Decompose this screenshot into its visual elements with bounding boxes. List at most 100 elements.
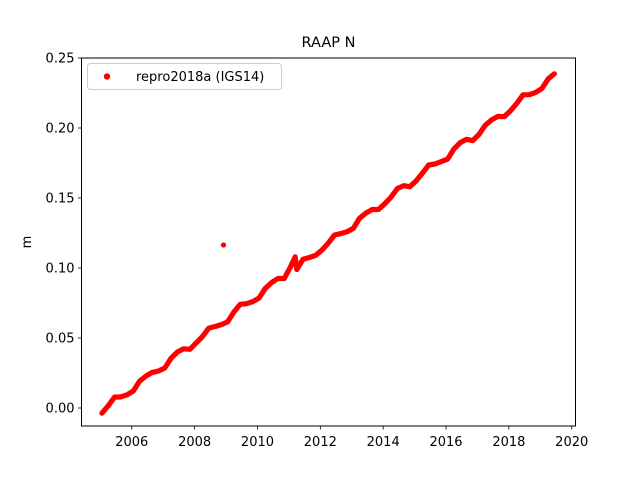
data-point <box>508 108 513 114</box>
data-point <box>539 86 545 91</box>
data-point <box>338 231 344 236</box>
data-point <box>156 368 161 374</box>
data-point <box>219 322 224 327</box>
data-point <box>357 215 362 221</box>
data-point <box>401 183 406 188</box>
data-point <box>124 392 130 398</box>
data-point <box>149 370 155 375</box>
data-point <box>231 309 237 315</box>
x-tick-label: 2010 <box>241 435 274 450</box>
data-point <box>244 301 249 307</box>
data-point <box>275 276 281 281</box>
data-point <box>237 302 243 307</box>
data-point <box>451 146 457 152</box>
data-point <box>407 184 413 189</box>
data-point <box>369 207 375 212</box>
data-point <box>439 159 444 164</box>
data-point <box>382 201 388 206</box>
data-point <box>168 355 174 361</box>
data-point <box>426 162 432 168</box>
scatter-series <box>99 71 557 416</box>
legend-marker-dot-icon <box>103 73 111 80</box>
data-point <box>457 140 463 145</box>
data-point <box>118 394 124 400</box>
x-tick-label: 2008 <box>178 435 211 450</box>
data-point <box>206 325 212 331</box>
data-point <box>281 276 287 281</box>
data-point <box>344 229 350 234</box>
data-point <box>225 319 230 325</box>
data-point <box>105 403 111 409</box>
data-point <box>545 76 551 82</box>
data-point <box>200 334 205 339</box>
data-point <box>325 240 331 246</box>
data-point <box>332 232 337 238</box>
data-point <box>476 132 482 137</box>
y-tick-label: 0.20 <box>46 121 75 136</box>
data-point <box>319 247 325 253</box>
data-point <box>292 254 298 260</box>
x-tick-label: 2020 <box>555 435 588 450</box>
data-point <box>250 299 256 304</box>
y-tick-label: 0.10 <box>46 261 75 276</box>
y-tick-label: 0.00 <box>46 401 75 416</box>
data-point <box>495 114 501 119</box>
data-point <box>294 267 300 272</box>
data-point <box>376 207 381 212</box>
data-point <box>420 170 425 176</box>
data-point <box>300 257 306 262</box>
data-point <box>445 156 450 162</box>
data-point <box>131 388 136 394</box>
data-point <box>187 347 193 352</box>
chart-title: RAAP N <box>302 35 356 51</box>
outlier-point <box>220 242 227 248</box>
data-point <box>137 378 142 384</box>
x-tick-label: 2012 <box>304 435 337 450</box>
x-tick-label: 2016 <box>429 435 462 450</box>
data-point <box>162 365 168 371</box>
data-point <box>212 324 218 329</box>
x-tick-label: 2006 <box>115 435 148 450</box>
data-point <box>464 137 469 142</box>
y-axis-ticks: 0.00 0.05 0.10 0.15 0.20 0.25 <box>46 52 82 416</box>
x-tick-label: 2014 <box>367 435 400 450</box>
data-point <box>470 138 476 143</box>
data-point <box>388 194 394 200</box>
data-point <box>552 71 557 77</box>
data-point <box>263 286 268 291</box>
data-point <box>533 90 538 95</box>
y-tick-label: 0.25 <box>46 52 75 67</box>
data-point <box>288 264 293 270</box>
y-tick-label: 0.05 <box>46 331 75 346</box>
data-point <box>193 340 199 346</box>
data-point <box>143 373 149 379</box>
data-point <box>181 346 186 352</box>
y-tick-label: 0.15 <box>46 191 75 206</box>
data-point <box>432 161 438 167</box>
data-point <box>489 117 494 123</box>
data-point <box>307 255 312 260</box>
data-point <box>501 114 507 119</box>
data-point <box>520 92 526 98</box>
legend-box <box>87 63 282 90</box>
x-axis-ticks: 2006 2008 2010 2012 2014 2016 2018 2020 <box>115 426 588 450</box>
data-point <box>363 210 369 216</box>
data-point <box>351 226 356 231</box>
data-point <box>269 280 274 285</box>
data-point <box>99 410 105 416</box>
data-point <box>175 349 180 355</box>
data-point <box>256 295 262 301</box>
data-point <box>112 394 117 400</box>
data-point <box>413 178 419 184</box>
data-point <box>527 92 532 97</box>
x-tick-label: 2018 <box>492 435 525 450</box>
data-point <box>483 122 488 128</box>
data-point <box>514 101 519 106</box>
legend: repro2018a (IGS14) <box>87 63 282 90</box>
data-point <box>313 253 318 258</box>
y-axis-label: m <box>20 236 35 249</box>
plot-area-border <box>81 57 576 427</box>
legend-entry-label: repro2018a (IGS14) <box>136 70 264 85</box>
